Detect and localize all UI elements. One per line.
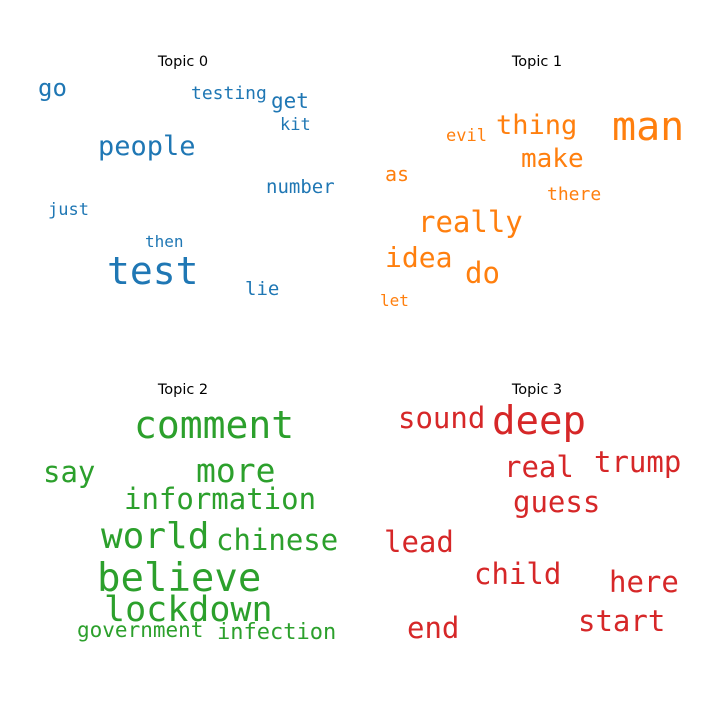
topic-0-word-number: number xyxy=(266,176,335,198)
topic-0-word-get: get xyxy=(271,89,309,113)
topic-0-title: Topic 0 xyxy=(157,54,208,70)
topic-2-word-say: say xyxy=(43,455,95,489)
topic-1-word-man: man xyxy=(612,104,684,150)
topic-2-title: Topic 2 xyxy=(157,382,208,398)
topic-1-title: Topic 1 xyxy=(511,54,562,70)
topic-1-word-let: let xyxy=(380,291,409,310)
topic-3-word-start: start xyxy=(578,604,665,638)
topic-2-panel: Topic 2 believecommentworldlockdownmorei… xyxy=(43,382,338,645)
topic-0-word-people: people xyxy=(98,131,196,162)
topic-3-word-deep: deep xyxy=(492,399,586,444)
topic-3-word-child: child xyxy=(474,557,561,591)
topic-1-word-idea: idea xyxy=(385,241,452,274)
topic-3-word-sound: sound xyxy=(398,401,485,435)
topic-0-word-kit: kit xyxy=(280,115,311,135)
topic-1-word-there: there xyxy=(547,184,601,205)
topic-3-word-here: here xyxy=(609,565,679,599)
topic-0-word-go: go xyxy=(38,74,67,102)
topic-0-panel: Topic 0 test people go get number testing lie j… xyxy=(38,54,335,300)
topic-2-word-lockdown: lockdown xyxy=(104,590,273,630)
topic-1-word-thing: thing xyxy=(496,110,577,141)
topic-2-word-world: world xyxy=(101,516,209,557)
topic-3-word-guess: guess xyxy=(513,485,600,519)
topic-3-word-trump: trump xyxy=(594,445,681,479)
topic-3-word-real: real xyxy=(504,450,574,484)
topic-0-word-test: test xyxy=(107,249,199,293)
topic-2-word-infection: infection xyxy=(217,620,336,645)
topic-0-word-lie: lie xyxy=(245,278,279,300)
topic-3-title: Topic 3 xyxy=(511,382,562,398)
topic-1-word-as: as xyxy=(385,162,409,186)
topic-2-word-comment: comment xyxy=(134,403,294,447)
topic-0-word-then: then xyxy=(145,232,184,251)
topic-1-word-really: really xyxy=(418,205,523,239)
topic-2-word-government: government xyxy=(77,618,203,642)
topic-1-panel: Topic 1 man really thing idea do make as there e… xyxy=(380,54,684,310)
topic-3-word-end: end xyxy=(407,611,459,645)
topic-2-word-information: information xyxy=(124,482,316,516)
topic-1-word-evil: evil xyxy=(446,126,487,146)
topic-0-word-testing: testing xyxy=(191,83,267,104)
topic-1-word-do: do xyxy=(465,256,500,290)
topic-2-word-chinese: chinese xyxy=(216,523,338,557)
topic-1-word-make: make xyxy=(521,144,584,174)
topic-3-word-lead: lead xyxy=(384,525,454,559)
topic-2-word-more: more xyxy=(196,451,275,490)
topic-0-word-just: just xyxy=(48,200,89,220)
topic-2-word-believe: believe xyxy=(97,556,261,601)
